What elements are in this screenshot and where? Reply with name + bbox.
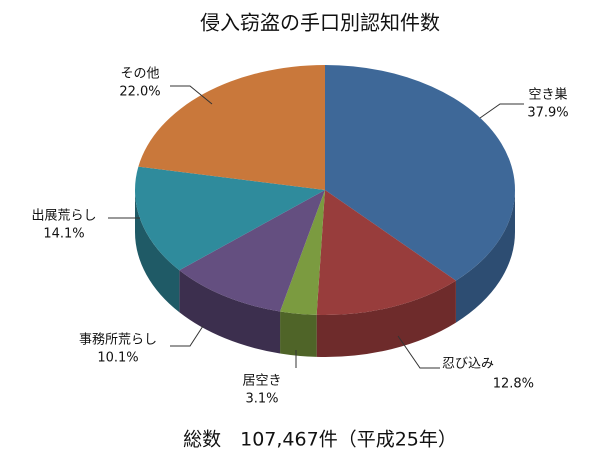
slice-label: 出展荒らし <box>31 209 96 224</box>
slice-label: 空き巣 <box>528 88 567 103</box>
value-label: 3.1% <box>245 392 278 407</box>
slice-side <box>179 270 281 354</box>
leader-line <box>479 103 524 119</box>
slice-label: 事務所荒らし <box>79 333 157 348</box>
leader-line <box>170 85 213 105</box>
value-label: 37.9% <box>527 106 568 121</box>
slice <box>280 190 325 315</box>
slice-label: 忍び込み <box>442 357 494 372</box>
value-label: 14.1% <box>43 227 84 242</box>
slice <box>179 190 325 312</box>
slice <box>134 166 325 271</box>
slice <box>316 190 456 315</box>
footer: 総数 107,467件（平成25年） <box>183 429 457 451</box>
slice <box>138 65 325 190</box>
slice <box>325 65 515 281</box>
leader-line <box>170 325 204 347</box>
value-label: 10.1% <box>97 351 138 366</box>
chart-title: 侵入窃盗の手口別認知件数 <box>200 11 440 35</box>
value-label: 12.8% <box>493 377 534 392</box>
slice-label: その他 <box>120 67 159 82</box>
slice-side <box>316 280 456 357</box>
slice-label: 居空き <box>242 374 281 389</box>
value-label: 22.0% <box>119 85 160 100</box>
slice-side <box>455 190 515 323</box>
slice-side <box>135 190 180 313</box>
leader-line <box>397 335 440 369</box>
slice-side <box>280 311 317 357</box>
